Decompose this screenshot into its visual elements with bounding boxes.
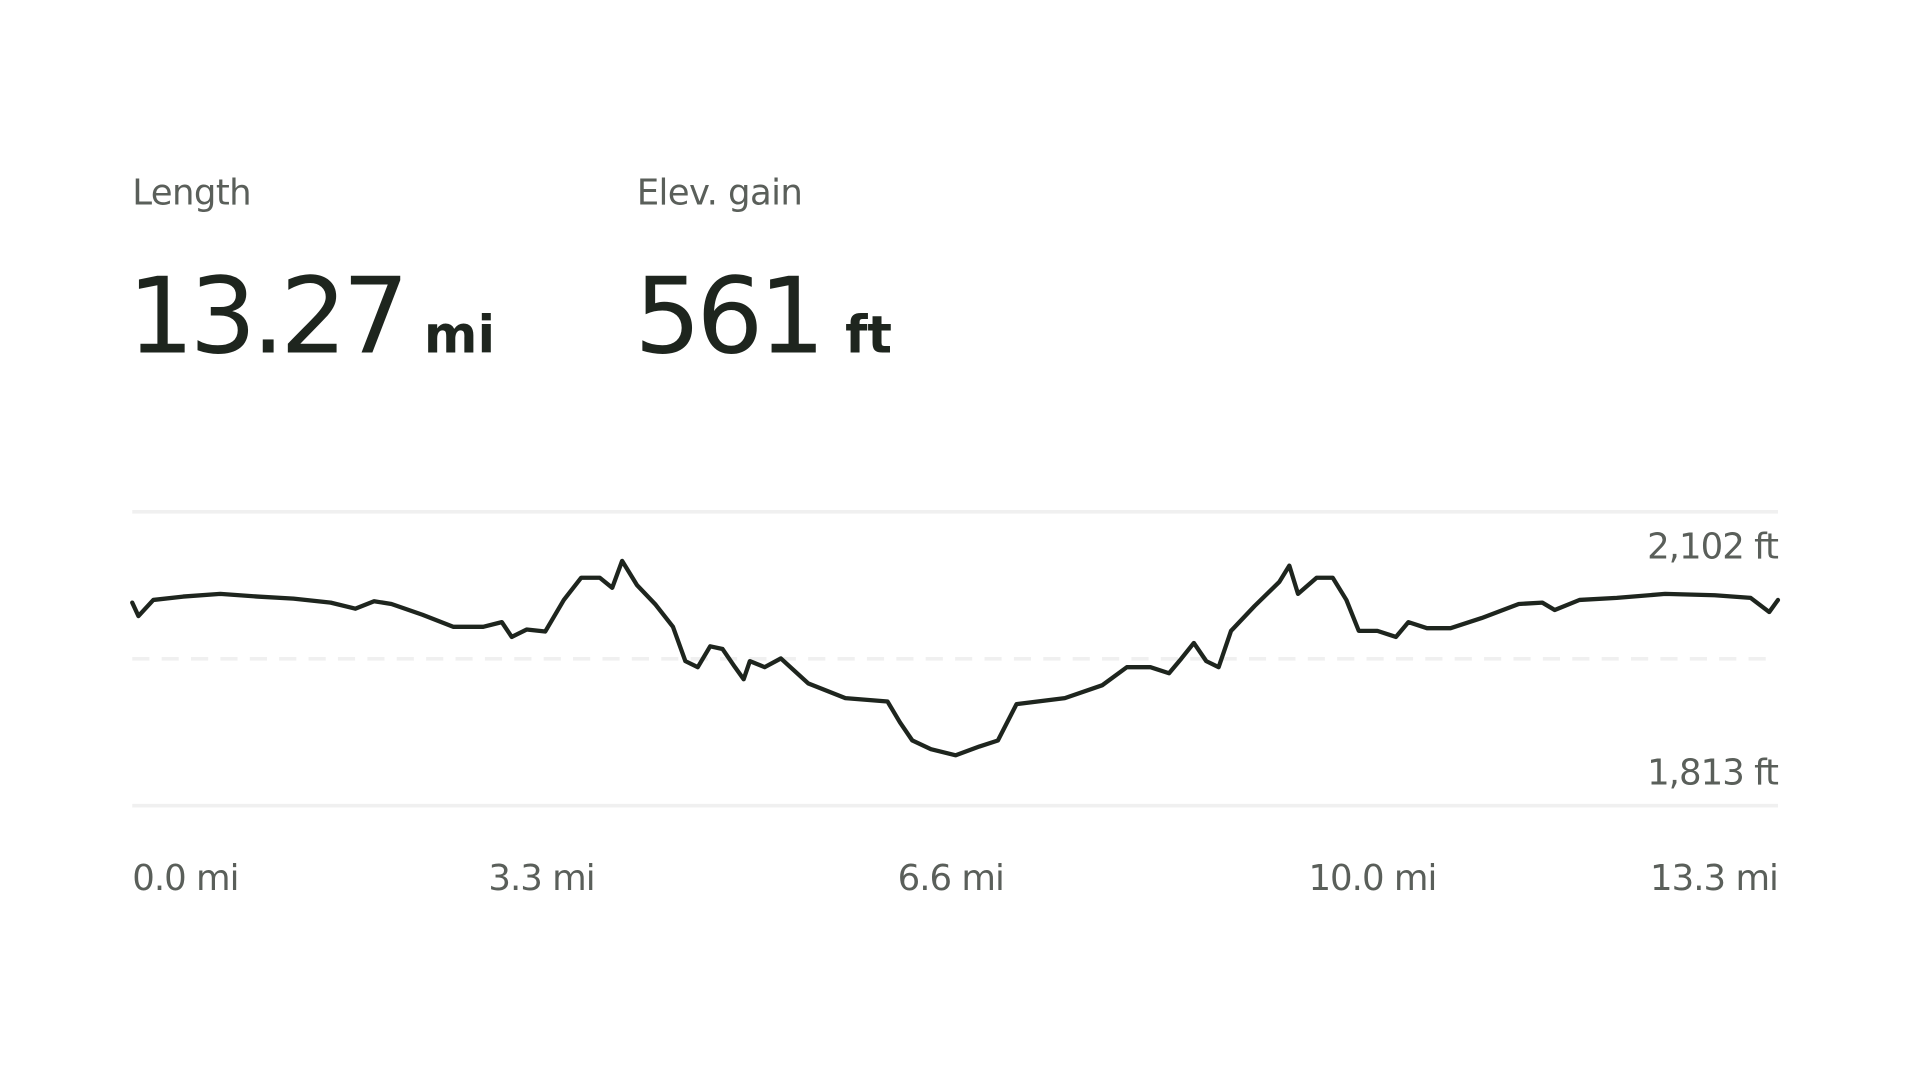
stat-number: 561 [634, 255, 820, 378]
y-tick-label: 2,102 ft [1647, 526, 1779, 567]
x-tick-label: 0.0 mi [132, 858, 238, 899]
stat-label: Elev. gain [637, 172, 802, 213]
stat-number: 13.27 [127, 255, 404, 378]
stat-unit: ft [845, 306, 892, 366]
x-tick-label: 3.3 mi [488, 858, 594, 899]
stat-value: 13.27 mi [127, 255, 495, 378]
elevation-chart: 2,102 ft 1,813 ft 0.0 mi 3.3 mi 6.6 mi 10.0 m… [130, 510, 1781, 899]
stat-label: Length [132, 172, 251, 213]
stat-unit: mi [424, 306, 495, 366]
y-tick-label: 1,813 ft [1647, 753, 1779, 794]
x-tick-label: 6.6 mi [898, 858, 1004, 899]
x-tick-label: 13.3 mi [1650, 858, 1778, 899]
stat-value: 561 ft [634, 255, 892, 378]
x-tick-label: 10.0 mi [1308, 858, 1436, 899]
elevation-line [130, 558, 1781, 758]
